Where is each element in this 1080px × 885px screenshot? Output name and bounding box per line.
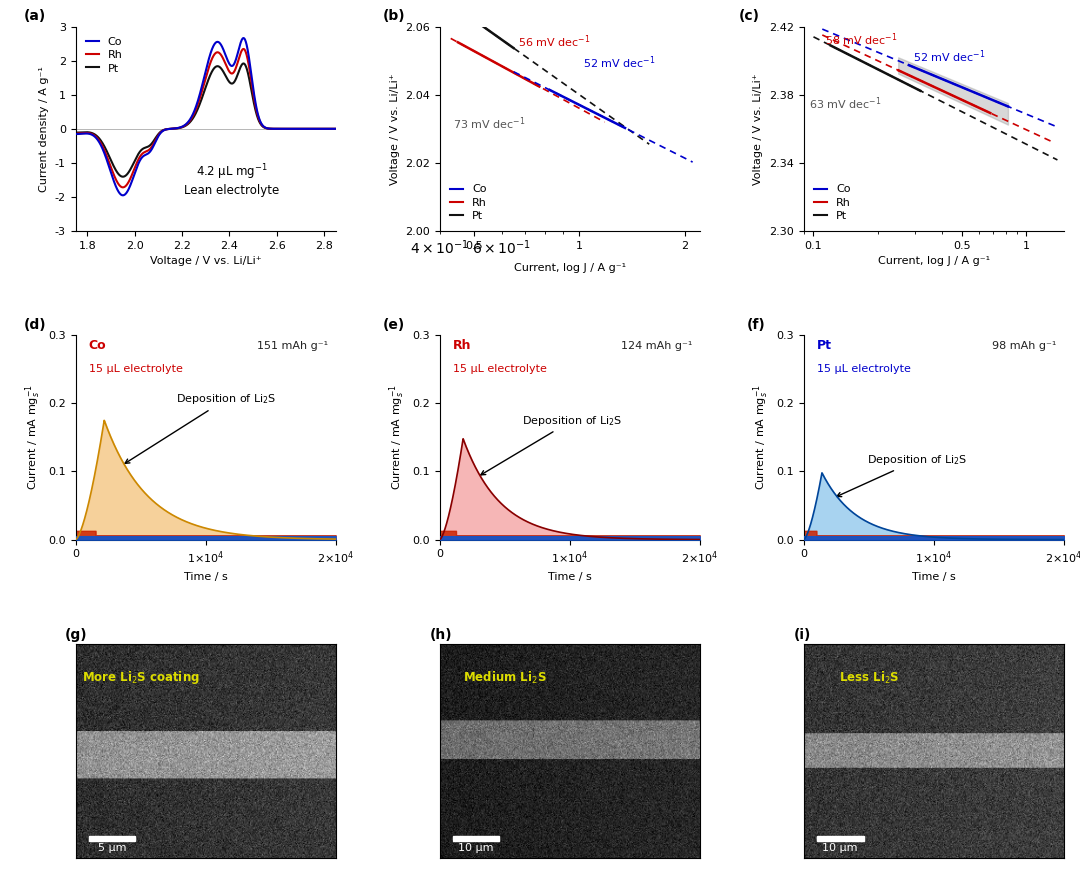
Text: (g): (g) xyxy=(65,628,87,643)
Text: Co: Co xyxy=(89,340,106,352)
Y-axis label: Current / mA mg$^{-1}_s$: Current / mA mg$^{-1}_s$ xyxy=(387,384,407,490)
Y-axis label: Voltage / V vs. Li/Li⁺: Voltage / V vs. Li/Li⁺ xyxy=(390,73,400,185)
Text: (f): (f) xyxy=(746,318,766,332)
Text: 10 μm: 10 μm xyxy=(822,843,858,853)
Text: 124 mAh g⁻¹: 124 mAh g⁻¹ xyxy=(621,342,692,351)
Legend: Co, Rh, Pt: Co, Rh, Pt xyxy=(809,180,855,226)
Y-axis label: Current / mA mg$^{-1}_s$: Current / mA mg$^{-1}_s$ xyxy=(751,384,771,490)
Bar xyxy=(453,836,499,842)
Text: More Li$_2$S coating: More Li$_2$S coating xyxy=(82,669,200,687)
Text: (h): (h) xyxy=(429,628,451,643)
Text: (e): (e) xyxy=(382,318,405,332)
X-axis label: Time / s: Time / s xyxy=(912,572,956,581)
Bar xyxy=(89,836,135,842)
Text: (i): (i) xyxy=(794,628,811,643)
Text: (b): (b) xyxy=(382,10,405,23)
Text: 73 mV dec$^{-1}$: 73 mV dec$^{-1}$ xyxy=(453,116,525,132)
Text: 52 mV dec$^{-1}$: 52 mV dec$^{-1}$ xyxy=(913,48,986,65)
Text: Deposition of Li$_2$S: Deposition of Li$_2$S xyxy=(125,392,276,464)
Text: 56 mV dec$^{-1}$: 56 mV dec$^{-1}$ xyxy=(517,34,591,50)
Text: (d): (d) xyxy=(24,318,46,332)
Text: 151 mAh g⁻¹: 151 mAh g⁻¹ xyxy=(257,342,328,351)
Text: Rh: Rh xyxy=(453,340,471,352)
Text: 15 μL electrolyte: 15 μL electrolyte xyxy=(816,364,910,374)
X-axis label: Current, log J / A g⁻¹: Current, log J / A g⁻¹ xyxy=(514,263,625,273)
Y-axis label: Current / mA mg$^{-1}_s$: Current / mA mg$^{-1}_s$ xyxy=(23,384,42,490)
Text: (c): (c) xyxy=(739,10,759,23)
Text: (a): (a) xyxy=(24,10,45,23)
Text: 98 mAh g⁻¹: 98 mAh g⁻¹ xyxy=(991,342,1056,351)
Text: Deposition of Li$_2$S: Deposition of Li$_2$S xyxy=(837,453,968,496)
Legend: Co, Rh, Pt: Co, Rh, Pt xyxy=(445,180,491,226)
X-axis label: Time / s: Time / s xyxy=(548,572,592,581)
Text: 58 mV dec$^{-1}$: 58 mV dec$^{-1}$ xyxy=(824,32,897,49)
Text: 15 μL electrolyte: 15 μL electrolyte xyxy=(453,364,546,374)
Legend: Co, Rh, Pt: Co, Rh, Pt xyxy=(81,32,127,78)
Text: 52 mV dec$^{-1}$: 52 mV dec$^{-1}$ xyxy=(583,54,656,71)
Text: Deposition of Li$_2$S: Deposition of Li$_2$S xyxy=(481,413,622,475)
X-axis label: Voltage / V vs. Li/Li⁺: Voltage / V vs. Li/Li⁺ xyxy=(150,257,261,266)
Text: 63 mV dec$^{-1}$: 63 mV dec$^{-1}$ xyxy=(809,96,881,112)
Text: 10 μm: 10 μm xyxy=(458,843,494,853)
X-axis label: Current, log J / A g⁻¹: Current, log J / A g⁻¹ xyxy=(878,257,990,266)
Text: 5 μm: 5 μm xyxy=(98,843,126,853)
Y-axis label: Voltage / V vs. Li/Li⁺: Voltage / V vs. Li/Li⁺ xyxy=(754,73,764,185)
Text: Pt: Pt xyxy=(816,340,832,352)
Bar xyxy=(816,836,864,842)
Text: Medium Li$_2$S: Medium Li$_2$S xyxy=(463,669,546,686)
X-axis label: Time / s: Time / s xyxy=(184,572,228,581)
Y-axis label: Current density / A g⁻¹: Current density / A g⁻¹ xyxy=(39,65,50,192)
Text: 15 μL electrolyte: 15 μL electrolyte xyxy=(89,364,183,374)
Text: Less Li$_2$S: Less Li$_2$S xyxy=(838,669,899,686)
Text: 4.2 μL mg$^{-1}$
Lean electrolyte: 4.2 μL mg$^{-1}$ Lean electrolyte xyxy=(184,163,280,197)
